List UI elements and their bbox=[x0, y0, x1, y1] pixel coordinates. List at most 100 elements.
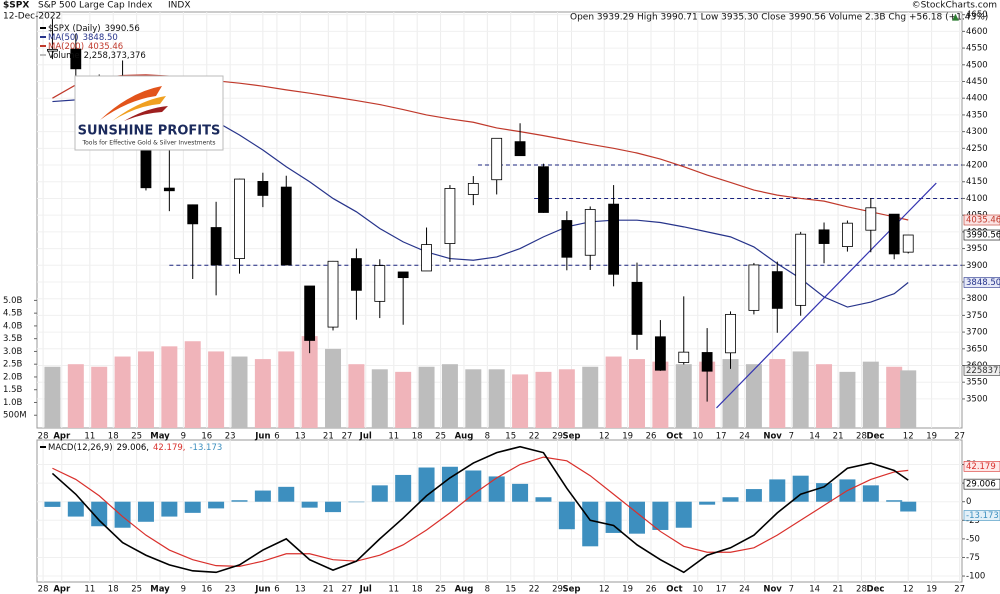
volume-bar bbox=[254, 359, 271, 428]
candle-body bbox=[701, 352, 713, 372]
legend-text: 42.179, bbox=[153, 443, 185, 453]
x-tick-label: 12 bbox=[903, 585, 914, 594]
candle-body bbox=[538, 166, 549, 213]
macd-histogram-bar bbox=[900, 501, 917, 512]
trend-line bbox=[716, 182, 937, 409]
index-name: S&P 500 Large Cap Index bbox=[38, 1, 153, 11]
x-tick-label: 11 bbox=[84, 585, 95, 594]
y-tick-label: 4350 bbox=[966, 110, 988, 120]
candle-body bbox=[280, 186, 292, 266]
candle-body bbox=[257, 181, 269, 196]
value-label: -13.173 bbox=[966, 511, 999, 521]
volume-bar bbox=[278, 351, 295, 428]
macd-histogram-bar bbox=[769, 479, 786, 502]
candle-body bbox=[234, 178, 245, 259]
x-tick-label: 27 bbox=[342, 585, 353, 594]
candle-body bbox=[631, 281, 643, 335]
candle-body bbox=[327, 260, 339, 328]
x-tick-label: 21 bbox=[323, 432, 334, 442]
x-tick-label: 6 bbox=[274, 432, 279, 442]
x-tick-label: Nov bbox=[763, 432, 782, 442]
volume-tick-label: 4.0B bbox=[3, 321, 23, 331]
candle-body bbox=[771, 271, 783, 309]
x-tick-label: 16 bbox=[201, 432, 212, 442]
candle-body bbox=[421, 244, 432, 272]
macd-histogram-bar bbox=[301, 501, 318, 508]
volume-bar bbox=[161, 346, 178, 428]
x-tick-label: 17 bbox=[716, 432, 727, 442]
volume-bar bbox=[605, 356, 622, 428]
x-tick-label: 15 bbox=[505, 432, 516, 442]
volume-bar bbox=[816, 364, 833, 428]
volume-bar bbox=[114, 356, 131, 428]
candle-body bbox=[561, 220, 573, 258]
legend-entry: MA(200) 4035.46 bbox=[48, 42, 123, 52]
value-label: 2258373 bbox=[966, 366, 1000, 376]
legend-text: 3848.50 bbox=[83, 33, 118, 43]
value-label: 42.179 bbox=[966, 462, 996, 472]
y-tick-label: 4450 bbox=[966, 77, 988, 87]
candle-body bbox=[795, 233, 807, 306]
x-tick-label: 13 bbox=[295, 432, 306, 442]
macd-histogram-bar bbox=[722, 497, 739, 502]
legend-text: $SPX (Daily) bbox=[48, 24, 101, 34]
volume-bar bbox=[792, 351, 809, 428]
x-tick-label: 11 bbox=[388, 432, 399, 442]
logo-swoosh bbox=[124, 106, 168, 121]
volume-bar bbox=[348, 364, 365, 428]
value-box bbox=[963, 365, 1000, 376]
volume-tick-label: 1.0B bbox=[3, 398, 23, 408]
x-tick-label: 8 bbox=[485, 432, 490, 442]
volume-bar bbox=[137, 351, 154, 428]
volume-bar bbox=[67, 364, 84, 428]
x-tick-label: Jun bbox=[254, 432, 270, 442]
x-tick-label: 18 bbox=[108, 585, 119, 594]
volume-bar bbox=[862, 361, 879, 428]
x-tick-label: 7 bbox=[789, 432, 794, 442]
x-tick-label: Dec bbox=[867, 585, 885, 594]
x-tick-label: 14 bbox=[809, 432, 820, 442]
candle-body bbox=[444, 188, 456, 244]
logo-swoosh bbox=[112, 96, 166, 121]
x-tick-label: 28 bbox=[856, 585, 867, 594]
macd-histogram-bar bbox=[67, 501, 84, 517]
macd-histogram-bar bbox=[184, 501, 201, 513]
value-box bbox=[963, 277, 1000, 288]
x-tick-label: 14 bbox=[809, 585, 820, 594]
volume-bar bbox=[886, 366, 903, 428]
candle-body bbox=[514, 141, 526, 157]
x-tick-label: 12 bbox=[599, 585, 610, 594]
x-tick-label: 24 bbox=[739, 432, 750, 442]
macd-histogram-bar bbox=[325, 501, 342, 513]
volume-tick-label: 2.5B bbox=[3, 360, 23, 370]
volume-bar bbox=[208, 351, 225, 428]
macd-histogram-bar bbox=[91, 501, 108, 527]
macd-histogram-bar bbox=[699, 501, 716, 505]
legend-text: 29.006, bbox=[117, 443, 149, 453]
volume-tick-label: 5.0B bbox=[3, 296, 23, 306]
x-tick-label: May bbox=[150, 585, 170, 594]
x-tick-label: 22 bbox=[529, 432, 540, 442]
value-box bbox=[963, 214, 1000, 226]
macd-histogram-bar bbox=[465, 470, 482, 502]
legend-text: MACD(12,26,9) bbox=[48, 443, 113, 453]
logo-swoosh bbox=[100, 86, 162, 120]
macd-histogram-bar bbox=[862, 485, 879, 502]
volume-bar bbox=[301, 336, 318, 428]
volume-tick-label: 4.5B bbox=[3, 309, 23, 319]
x-tick-label: Apr bbox=[53, 585, 71, 594]
x-tick-label: 24 bbox=[739, 585, 750, 594]
x-tick-label: 25 bbox=[435, 432, 446, 442]
candle-body bbox=[140, 146, 152, 189]
volume-bar bbox=[184, 341, 201, 428]
y-tick-label: 4400 bbox=[966, 94, 988, 104]
volume-bar bbox=[675, 364, 692, 428]
y-tick-label: 4250 bbox=[966, 144, 988, 154]
x-tick-label: 18 bbox=[108, 432, 119, 442]
x-tick-label: Sep bbox=[563, 432, 581, 442]
x-tick-label: 8 bbox=[485, 585, 490, 594]
candle-body bbox=[467, 183, 479, 195]
candle-body bbox=[888, 213, 900, 255]
macd-line bbox=[51, 445, 909, 574]
y-tick-label: 4550 bbox=[966, 44, 988, 54]
